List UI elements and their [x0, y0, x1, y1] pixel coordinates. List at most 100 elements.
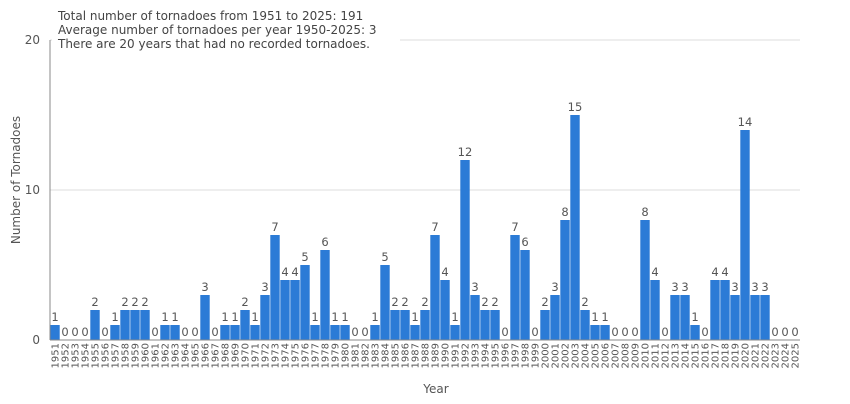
- x-tick-label: 1996: [501, 343, 512, 368]
- x-tick-label: 2001: [551, 343, 562, 368]
- x-tick-label: 1982: [361, 343, 372, 368]
- value-label: 3: [551, 280, 558, 294]
- bar: [720, 280, 730, 340]
- x-tick-label: 1975: [291, 343, 302, 368]
- x-tick-label: 1965: [191, 343, 202, 368]
- value-label: 2: [541, 295, 548, 309]
- x-tick-label: 1966: [201, 343, 212, 368]
- bar: [760, 295, 770, 340]
- value-label: 1: [251, 310, 258, 324]
- value-label: 3: [751, 280, 758, 294]
- x-tick-label: 1985: [391, 343, 402, 368]
- value-label: 1: [171, 310, 178, 324]
- y-tick-label: 10: [25, 183, 40, 197]
- value-label: 1: [411, 310, 418, 324]
- value-label: 2: [121, 295, 128, 309]
- x-tick-label: 1989: [431, 343, 442, 368]
- x-tick-label: 1951: [51, 343, 62, 368]
- x-tick-label: 1998: [521, 343, 532, 368]
- x-tick-label: 1964: [181, 343, 192, 368]
- value-label: 0: [101, 325, 108, 339]
- x-tick-label: 2002: [561, 343, 572, 368]
- bar: [260, 295, 270, 340]
- value-label: 6: [321, 235, 328, 249]
- value-label: 1: [341, 310, 348, 324]
- x-tick-label: 2016: [701, 343, 712, 368]
- bar: [130, 310, 140, 340]
- value-label: 1: [111, 310, 118, 324]
- bar: [200, 295, 210, 340]
- bar: [240, 310, 250, 340]
- x-tick-label: 1999: [531, 343, 542, 368]
- x-tick-label: 2008: [621, 343, 632, 368]
- x-tick-label: 1994: [481, 343, 492, 368]
- x-tick-label: 1956: [101, 343, 112, 368]
- x-tick-label: 1978: [321, 343, 332, 368]
- value-label: 1: [51, 310, 58, 324]
- x-tick-label: 1958: [121, 343, 132, 368]
- bar: [640, 220, 650, 340]
- bar: [380, 265, 390, 340]
- value-label: 5: [301, 250, 308, 264]
- value-label: 1: [451, 310, 458, 324]
- x-tick-label: 1990: [441, 343, 452, 368]
- value-label: 3: [471, 280, 478, 294]
- x-tick-label: 2005: [591, 343, 602, 368]
- bar: [730, 295, 740, 340]
- y-tick-label: 20: [25, 33, 40, 47]
- x-tick-label: 2024: [781, 343, 792, 368]
- x-tick-label: 1962: [161, 343, 172, 368]
- x-tick-label: 2020: [741, 343, 752, 368]
- x-tick-label: 1973: [271, 343, 282, 368]
- x-tick-label: 1997: [511, 343, 522, 368]
- value-label: 3: [201, 280, 208, 294]
- bar: [570, 115, 580, 340]
- value-label: 1: [601, 310, 608, 324]
- bar: [410, 325, 420, 340]
- bar: [340, 325, 350, 340]
- x-tick-label: 1971: [251, 343, 262, 368]
- x-tick-label: 2013: [671, 343, 682, 368]
- value-label: 8: [641, 205, 648, 219]
- bar: [310, 325, 320, 340]
- annotation-background: [52, 5, 400, 60]
- x-tick-label: 2010: [641, 343, 652, 368]
- x-tick-label: 2004: [581, 343, 592, 368]
- x-tick-label: 2023: [771, 343, 782, 368]
- bar: [560, 220, 570, 340]
- bar: [690, 325, 700, 340]
- x-tick-label: 1954: [81, 343, 92, 368]
- annotation-box: Total number of tornadoes from 1951 to 2…: [52, 5, 400, 60]
- bar: [450, 325, 460, 340]
- value-label: 4: [281, 265, 288, 279]
- x-tick-label: 1961: [151, 343, 162, 368]
- x-tick-label: 1981: [351, 343, 362, 368]
- value-label: 0: [531, 325, 538, 339]
- bar: [400, 310, 410, 340]
- value-label: 0: [71, 325, 78, 339]
- value-label: 2: [581, 295, 588, 309]
- bar: [420, 310, 430, 340]
- x-tick-labels: 1951 1952 1953 1954 1955 1956 1957 1958 1959 1960…: [51, 343, 802, 368]
- x-tick-label: 1969: [231, 343, 242, 368]
- x-tick-label: 1977: [311, 343, 322, 368]
- value-label: 2: [421, 295, 428, 309]
- bar: [550, 295, 560, 340]
- x-tick-label: 1959: [131, 343, 142, 368]
- bar: [490, 310, 500, 340]
- value-label: 0: [191, 325, 198, 339]
- value-label: 4: [711, 265, 718, 279]
- bar: [220, 325, 230, 340]
- bar: [680, 295, 690, 340]
- value-label: 2: [131, 295, 138, 309]
- value-label: 0: [661, 325, 668, 339]
- bar: [110, 325, 120, 340]
- x-tick-label: 2019: [731, 343, 742, 368]
- x-tick-label: 1986: [401, 343, 412, 368]
- bar: [740, 130, 750, 340]
- x-tick-label: 1983: [371, 343, 382, 368]
- bar: [120, 310, 130, 340]
- value-label: 0: [621, 325, 628, 339]
- bar: [710, 280, 720, 340]
